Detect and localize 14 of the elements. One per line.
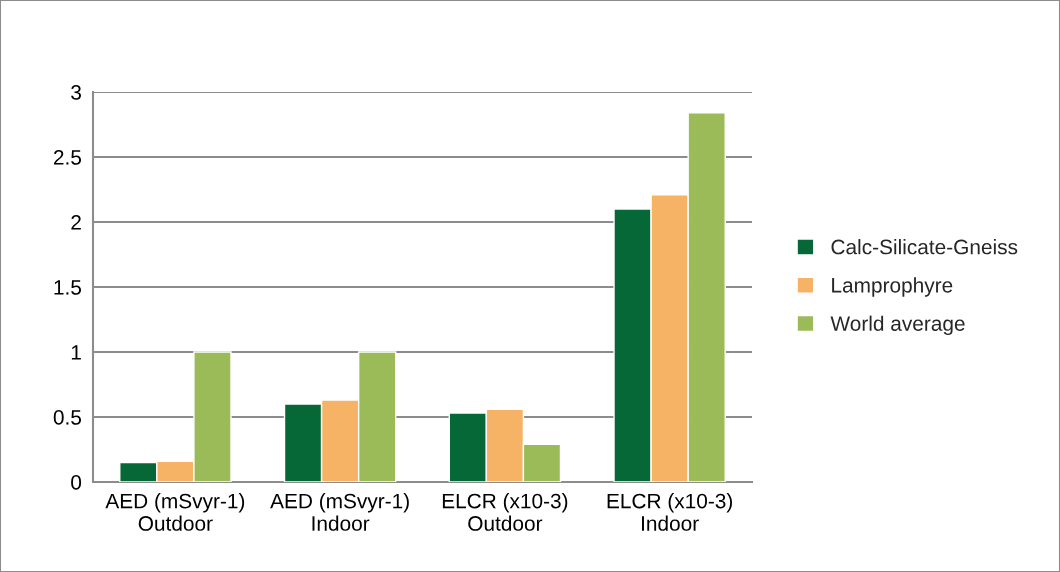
y-tick-label: 2 [71,215,81,230]
x-tick-label: AED (mSvyr-1) Outdoor [105,493,245,531]
y-tick-label: 0 [71,475,82,490]
y-tick-label: 3 [71,85,81,100]
x-tick-label: AED (mSvyr-1) Indoor [270,493,409,531]
x-tick-label: ELCR (x10-3) Outdoor [442,493,568,531]
legend-label: Lamprophyre [832,277,953,297]
legend-label: World average [830,315,965,336]
y-tick-label: 2.5 [53,150,82,165]
x-tick-label: ELCR (x10-3) Indoor [607,493,733,531]
y-tick-label: 0.5 [53,410,82,425]
y-tick-label: 1 [71,345,81,360]
legend-label: Calc-Silicate-Gneiss [831,239,1018,255]
y-tick-label: 1.5 [54,280,82,295]
